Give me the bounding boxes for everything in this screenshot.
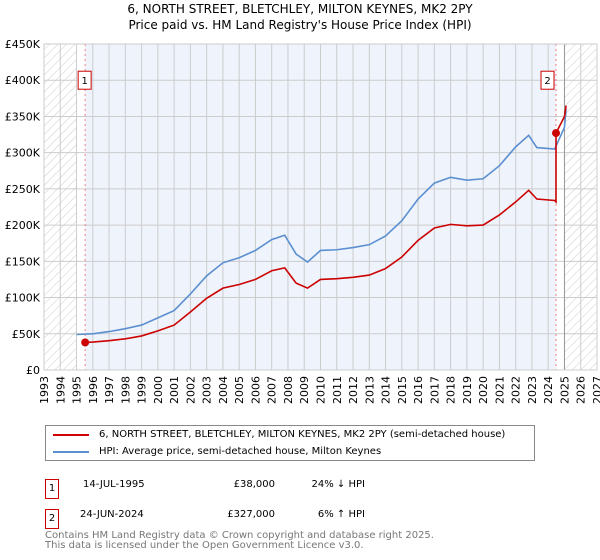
legend-label: HPI: Average price, semi-detached house,…	[99, 446, 382, 457]
sale-point	[81, 338, 90, 347]
sale-marker-badge: 2	[45, 509, 59, 529]
x-tick-label: 2021	[493, 376, 506, 404]
red-line-swatch	[53, 433, 89, 436]
x-tick-label: 2019	[461, 376, 474, 404]
x-tick-label: 2027	[591, 376, 600, 404]
y-tick-label: £400K	[5, 74, 41, 87]
x-tick-label: 2004	[217, 376, 230, 404]
x-tick-label: 2008	[282, 376, 295, 404]
y-tick-label: £250K	[5, 183, 41, 196]
y-tick-label: £300K	[5, 147, 41, 160]
x-tick-label: 1997	[103, 376, 116, 404]
sale-marker-badge: 1	[45, 479, 59, 499]
x-tick-label: 2025	[558, 376, 571, 404]
x-tick-label: 2000	[152, 376, 165, 404]
x-tick-label: 2005	[233, 376, 246, 404]
x-tick-label: 2016	[412, 376, 425, 404]
x-tick-label: 2014	[380, 376, 393, 404]
x-tick-label: 1995	[71, 376, 84, 404]
x-tick-label: 1994	[54, 376, 67, 404]
sale-date: 24-JUN-2024	[80, 509, 144, 520]
y-tick-label: £150K	[5, 255, 41, 268]
x-tick-label: 2002	[184, 376, 197, 404]
x-tick-label: 2026	[575, 376, 588, 404]
x-tick-label: 2010	[315, 376, 328, 404]
footer-copyright: Contains HM Land Registry data © Crown c…	[45, 530, 434, 541]
price-chart: 6, NORTH STREET, BLETCHLEY, MILTON KEYNE…	[5, 2, 600, 404]
property-price-line	[85, 105, 567, 344]
x-tick-label: 2018	[445, 376, 458, 404]
y-tick-label: £100K	[5, 292, 41, 305]
x-tick-label: 2015	[396, 376, 409, 404]
chart-subtitle: Price paid vs. HM Land Registry's House …	[128, 18, 471, 32]
chart-title: 6, NORTH STREET, BLETCHLEY, MILTON KEYNE…	[127, 2, 473, 16]
sale-marker-label: 1	[81, 76, 87, 87]
legend-label: 6, NORTH STREET, BLETCHLEY, MILTON KEYNE…	[99, 429, 506, 440]
x-tick-label: 2003	[201, 376, 214, 404]
sale-price: £38,000	[233, 479, 275, 490]
x-tick-label: 2006	[249, 376, 262, 404]
legend-item-hpi: HPI: Average price, semi-detached house,…	[53, 446, 381, 457]
x-tick-label: 2023	[526, 376, 539, 404]
x-tick-label: 2001	[168, 376, 181, 404]
transaction-row: 2 24-JUN-2024 £327,000 6% ↑ HPI	[45, 505, 445, 529]
transaction-row: 1 14-JUL-1995 £38,000 24% ↓ HPI	[45, 475, 445, 499]
x-tick-label: 2020	[477, 376, 490, 404]
x-tick-label: 2013	[363, 376, 376, 404]
y-tick-label: £200K	[5, 219, 41, 232]
x-tick-label: 2017	[428, 376, 441, 404]
y-tick-label: £0	[26, 364, 40, 377]
x-tick-label: 2011	[331, 376, 344, 404]
footer: Contains HM Land Registry data © Crown c…	[45, 531, 434, 551]
x-tick-label: 2022	[510, 376, 523, 404]
x-tick-label: 1993	[38, 376, 51, 404]
plot-border	[43, 43, 598, 371]
x-tick-label: 1996	[87, 376, 100, 404]
legend: 6, NORTH STREET, BLETCHLEY, MILTON KEYNE…	[45, 425, 535, 461]
y-tick-label: £50K	[12, 328, 41, 341]
x-tick-label: 2009	[298, 376, 311, 404]
legend-item-property: 6, NORTH STREET, BLETCHLEY, MILTON KEYNE…	[53, 429, 505, 440]
x-tick-label: 2012	[347, 376, 360, 404]
x-tick-label: 1998	[119, 376, 132, 404]
sale-date: 14-JUL-1995	[83, 479, 145, 490]
hpi-line	[76, 109, 567, 336]
footer-licence: This data is licensed under the Open Gov…	[45, 540, 364, 551]
sale-hpi-diff: 24% ↓ HPI	[311, 479, 365, 490]
y-tick-label: £350K	[5, 110, 41, 123]
blue-line-swatch	[53, 450, 89, 453]
x-tick-label: 2024	[542, 376, 555, 404]
sale-hpi-diff: 6% ↑ HPI	[317, 509, 365, 520]
y-tick-label: £450K	[5, 38, 41, 51]
sale-price: £327,000	[227, 509, 275, 520]
sale-marker-box	[540, 70, 555, 90]
sale-marker-box	[77, 70, 92, 90]
sale-point	[552, 129, 561, 138]
x-tick-label: 2007	[266, 376, 279, 404]
sale-marker-label: 2	[544, 76, 550, 87]
x-tick-label: 1999	[136, 376, 149, 404]
